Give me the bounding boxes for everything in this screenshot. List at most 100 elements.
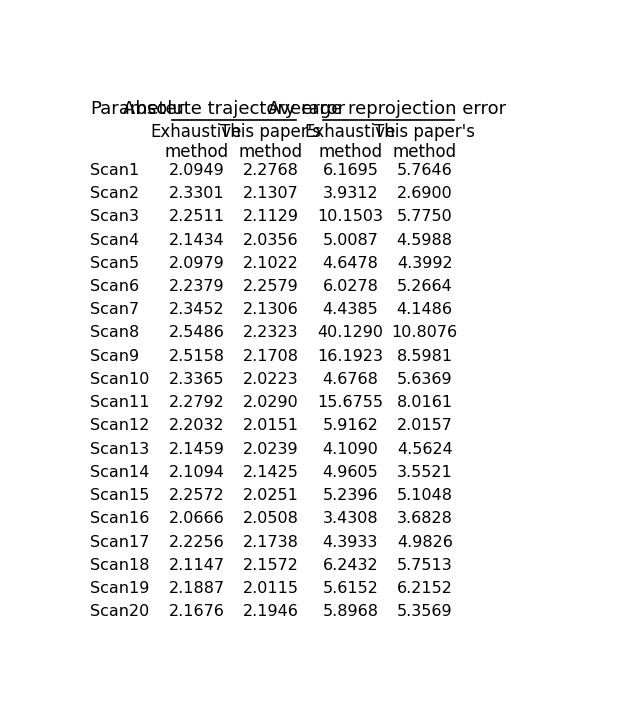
- Text: This paper's
method: This paper's method: [374, 123, 476, 161]
- Text: Absolute trajectory error: Absolute trajectory error: [123, 100, 345, 118]
- Text: Scan3: Scan3: [90, 209, 139, 224]
- Text: Scan11: Scan11: [90, 395, 149, 410]
- Text: Scan15: Scan15: [90, 488, 149, 503]
- Text: 2.0239: 2.0239: [243, 441, 299, 457]
- Text: 2.1572: 2.1572: [243, 558, 299, 573]
- Text: 5.7646: 5.7646: [397, 163, 452, 178]
- Text: Parameter: Parameter: [90, 100, 184, 118]
- Text: 2.2579: 2.2579: [243, 279, 299, 294]
- Text: 2.3301: 2.3301: [169, 186, 225, 201]
- Text: 5.6369: 5.6369: [397, 372, 452, 387]
- Text: 2.1307: 2.1307: [243, 186, 299, 201]
- Text: 2.0508: 2.0508: [243, 511, 299, 526]
- Text: 10.1503: 10.1503: [317, 209, 383, 224]
- Text: 2.2768: 2.2768: [243, 163, 299, 178]
- Text: 2.2511: 2.2511: [168, 209, 225, 224]
- Text: 16.1923: 16.1923: [317, 349, 383, 364]
- Text: 4.6478: 4.6478: [323, 256, 378, 270]
- Text: Scan12: Scan12: [90, 418, 149, 433]
- Text: Scan20: Scan20: [90, 604, 149, 619]
- Text: 5.2396: 5.2396: [323, 488, 378, 503]
- Text: 5.8968: 5.8968: [323, 604, 378, 619]
- Text: 2.1022: 2.1022: [243, 256, 299, 270]
- Text: 40.1290: 40.1290: [317, 326, 383, 340]
- Text: Scan18: Scan18: [90, 558, 149, 573]
- Text: 8.5981: 8.5981: [397, 349, 452, 364]
- Text: 4.5988: 4.5988: [397, 233, 452, 247]
- Text: 2.2032: 2.2032: [169, 418, 225, 433]
- Text: Scan6: Scan6: [90, 279, 139, 294]
- Text: 5.7750: 5.7750: [397, 209, 452, 224]
- Text: Scan4: Scan4: [90, 233, 139, 247]
- Text: 2.0251: 2.0251: [243, 488, 299, 503]
- Text: 2.1708: 2.1708: [243, 349, 299, 364]
- Text: 2.3365: 2.3365: [169, 372, 224, 387]
- Text: 5.9162: 5.9162: [323, 418, 378, 433]
- Text: 2.0157: 2.0157: [397, 418, 452, 433]
- Text: 2.0666: 2.0666: [169, 511, 225, 526]
- Text: 4.3992: 4.3992: [397, 256, 452, 270]
- Text: Exhaustive
method: Exhaustive method: [305, 123, 396, 161]
- Text: 2.1738: 2.1738: [243, 534, 299, 550]
- Text: 3.6828: 3.6828: [397, 511, 452, 526]
- Text: Scan2: Scan2: [90, 186, 139, 201]
- Text: 2.1946: 2.1946: [243, 604, 299, 619]
- Text: 4.6768: 4.6768: [323, 372, 378, 387]
- Text: 2.0979: 2.0979: [169, 256, 225, 270]
- Text: 15.6755: 15.6755: [317, 395, 383, 410]
- Text: 2.0115: 2.0115: [243, 581, 299, 596]
- Text: 2.1676: 2.1676: [168, 604, 225, 619]
- Text: 2.0356: 2.0356: [243, 233, 299, 247]
- Text: 3.5521: 3.5521: [397, 465, 452, 480]
- Text: 2.2379: 2.2379: [169, 279, 225, 294]
- Text: 2.2792: 2.2792: [169, 395, 225, 410]
- Text: 2.1094: 2.1094: [168, 465, 225, 480]
- Text: 2.3452: 2.3452: [169, 302, 225, 317]
- Text: Scan16: Scan16: [90, 511, 149, 526]
- Text: Scan8: Scan8: [90, 326, 139, 340]
- Text: 3.4308: 3.4308: [323, 511, 378, 526]
- Text: Scan14: Scan14: [90, 465, 149, 480]
- Text: 5.1048: 5.1048: [397, 488, 452, 503]
- Text: 5.6152: 5.6152: [323, 581, 378, 596]
- Text: Scan10: Scan10: [90, 372, 149, 387]
- Text: Scan7: Scan7: [90, 302, 139, 317]
- Text: 2.1887: 2.1887: [168, 581, 225, 596]
- Text: 2.1425: 2.1425: [243, 465, 299, 480]
- Text: Scan1: Scan1: [90, 163, 139, 178]
- Text: 4.3933: 4.3933: [323, 534, 378, 550]
- Text: 2.1147: 2.1147: [168, 558, 225, 573]
- Text: 2.0949: 2.0949: [169, 163, 225, 178]
- Text: Scan9: Scan9: [90, 349, 139, 364]
- Text: 5.0087: 5.0087: [323, 233, 378, 247]
- Text: 2.5486: 2.5486: [168, 326, 225, 340]
- Text: 2.2572: 2.2572: [169, 488, 225, 503]
- Text: 4.4385: 4.4385: [323, 302, 378, 317]
- Text: 4.5624: 4.5624: [397, 441, 452, 457]
- Text: 2.0290: 2.0290: [243, 395, 299, 410]
- Text: 2.1306: 2.1306: [243, 302, 299, 317]
- Text: 2.1434: 2.1434: [169, 233, 225, 247]
- Text: 3.9312: 3.9312: [323, 186, 378, 201]
- Text: Scan13: Scan13: [90, 441, 149, 457]
- Text: 2.2256: 2.2256: [169, 534, 225, 550]
- Text: 2.1129: 2.1129: [243, 209, 299, 224]
- Text: 2.5158: 2.5158: [168, 349, 225, 364]
- Text: Exhaustive
method: Exhaustive method: [151, 123, 243, 161]
- Text: 4.1090: 4.1090: [323, 441, 378, 457]
- Text: Scan5: Scan5: [90, 256, 139, 270]
- Text: 5.7513: 5.7513: [397, 558, 452, 573]
- Text: 6.2152: 6.2152: [397, 581, 452, 596]
- Text: 6.2432: 6.2432: [323, 558, 378, 573]
- Text: 4.9826: 4.9826: [397, 534, 452, 550]
- Text: 8.0161: 8.0161: [397, 395, 452, 410]
- Text: This paper's
method: This paper's method: [220, 123, 321, 161]
- Text: 4.1486: 4.1486: [397, 302, 452, 317]
- Text: 2.6900: 2.6900: [397, 186, 452, 201]
- Text: 6.0278: 6.0278: [323, 279, 378, 294]
- Text: 2.0151: 2.0151: [243, 418, 299, 433]
- Text: Scan17: Scan17: [90, 534, 149, 550]
- Text: 6.1695: 6.1695: [323, 163, 378, 178]
- Text: Scan19: Scan19: [90, 581, 149, 596]
- Text: 2.1459: 2.1459: [168, 441, 225, 457]
